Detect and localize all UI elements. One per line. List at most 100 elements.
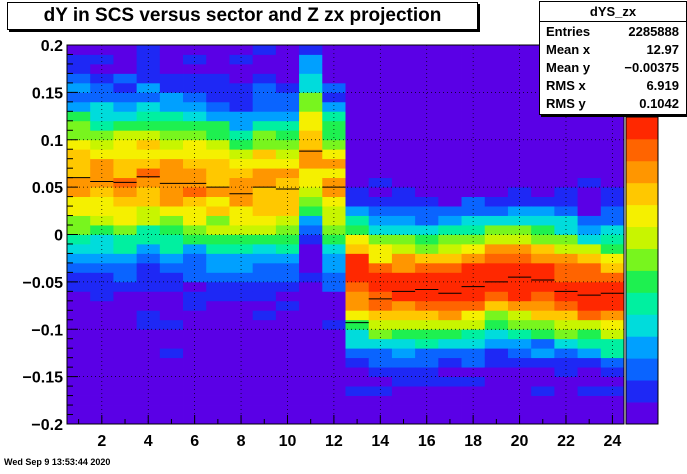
heatmap-cell — [438, 73, 462, 84]
heatmap-cell — [507, 329, 532, 340]
heatmap-cell — [391, 139, 416, 150]
heatmap-cell — [229, 310, 254, 321]
heatmap-cell — [206, 130, 230, 141]
heatmap-cell — [159, 281, 184, 292]
stats-rms-y-label: RMS y — [546, 95, 586, 111]
heatmap-cell — [554, 281, 578, 292]
heatmap-cell — [90, 243, 114, 254]
heatmap-cell — [554, 291, 578, 302]
heatmap-cell — [438, 348, 462, 359]
heatmap-cell — [577, 281, 602, 292]
heatmap-cell — [67, 329, 91, 340]
heatmap-cell — [136, 177, 161, 188]
heatmap-cell — [507, 82, 532, 93]
heatmap-cell — [252, 291, 277, 302]
heatmap-cell — [391, 215, 416, 226]
heatmap-cell — [159, 130, 184, 141]
heatmap-cell — [136, 357, 161, 368]
heatmap-cell — [507, 291, 532, 302]
heatmap-cell — [159, 101, 184, 112]
heatmap-cell — [252, 310, 277, 321]
heatmap-cell — [206, 357, 230, 368]
heatmap-cell — [600, 177, 625, 188]
heatmap-cell — [507, 234, 532, 245]
heatmap-cell — [252, 139, 277, 150]
heatmap-cell — [183, 310, 207, 321]
heatmap-cell — [299, 149, 323, 160]
heatmap-cell — [252, 158, 277, 169]
heatmap-cell — [531, 120, 555, 131]
heatmap-cell — [577, 206, 602, 216]
heatmap-cell — [159, 149, 184, 160]
heatmap-cell — [345, 272, 370, 283]
heatmap-cell — [275, 177, 300, 188]
heatmap-cell — [183, 149, 207, 160]
heatmap-cell — [600, 262, 625, 273]
stats-mean-y-label: Mean y — [546, 59, 591, 75]
heatmap-cell — [484, 206, 509, 216]
heatmap-cell — [531, 168, 555, 179]
heatmap-cell — [183, 82, 207, 93]
heatmap-cell — [90, 367, 114, 378]
heatmap-cell — [229, 291, 254, 302]
heatmap-cell — [461, 319, 486, 330]
heatmap-cell — [183, 395, 207, 406]
heatmap-cell — [577, 348, 602, 359]
heatmap-cell — [322, 253, 346, 264]
heatmap-cell — [600, 215, 625, 226]
heatmap-cell — [90, 329, 114, 340]
heatmap-cell — [159, 120, 184, 131]
heatmap-cell — [577, 187, 602, 197]
heatmap-cell — [391, 262, 416, 273]
heatmap-cell — [206, 54, 230, 65]
heatmap-cell — [484, 300, 509, 311]
heatmap-cell — [206, 243, 230, 254]
heatmap-cell — [438, 45, 462, 55]
heatmap-cell — [252, 243, 277, 254]
heatmap-cell — [252, 73, 277, 84]
heatmap-cell — [345, 111, 370, 122]
heatmap-cell — [461, 253, 486, 264]
heatmap-cell — [183, 215, 207, 226]
heatmap-cell — [299, 196, 323, 207]
heatmap-cell — [275, 291, 300, 302]
heatmap-cell — [415, 386, 439, 396]
heatmap-cell — [531, 386, 555, 396]
heatmap-cell — [554, 234, 578, 245]
heatmap-cell — [206, 149, 230, 160]
heatmap-cell — [484, 319, 509, 330]
heatmap-cell — [206, 405, 230, 415]
heatmap-cell — [67, 139, 91, 150]
heatmap-cell — [554, 310, 578, 321]
heatmap-cell — [67, 82, 91, 93]
heatmap-cell — [322, 329, 346, 340]
heatmap-cell — [322, 395, 346, 406]
x-tick-label: 24 — [603, 433, 621, 450]
heatmap-cell — [229, 63, 254, 74]
heatmap-cell — [461, 101, 486, 112]
heatmap-cell — [415, 206, 439, 216]
heatmap-cell — [252, 338, 277, 349]
heatmap-cell — [577, 405, 602, 415]
heatmap-cell — [206, 281, 230, 292]
heatmap-cell — [484, 158, 509, 169]
heatmap-cell — [252, 63, 277, 74]
heatmap-cell — [136, 63, 161, 74]
heatmap-cell — [368, 291, 393, 302]
heatmap-cell — [461, 187, 486, 197]
heatmap-cell — [67, 272, 91, 283]
heatmap-cell — [229, 357, 254, 368]
heatmap-cell — [299, 54, 323, 65]
heatmap-cell — [531, 329, 555, 340]
heatmap-cell — [299, 73, 323, 84]
heatmap-cell — [577, 300, 602, 311]
heatmap-cell — [229, 319, 254, 330]
heatmap-cell — [113, 120, 138, 131]
heatmap-cell — [554, 319, 578, 330]
heatmap-cell — [507, 63, 532, 74]
heatmap-cell — [229, 215, 254, 226]
heatmap-cell — [159, 45, 184, 55]
heatmap-cell — [391, 101, 416, 112]
heatmap-cell — [368, 281, 393, 292]
heatmap-cell — [484, 395, 509, 406]
